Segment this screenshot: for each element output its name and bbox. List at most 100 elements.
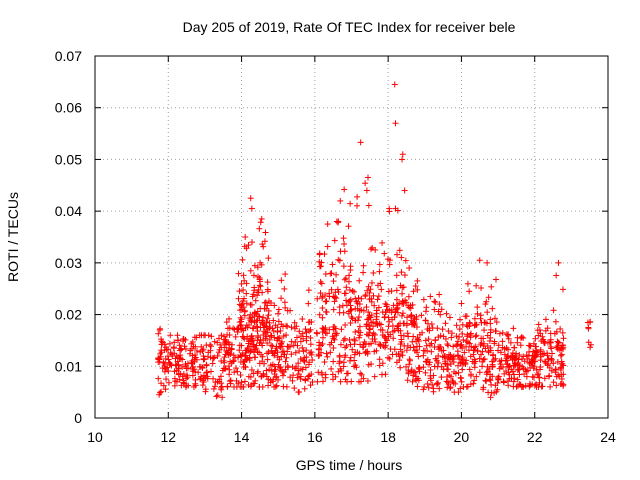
data-point [541,375,548,382]
data-point [553,328,560,335]
data-point [345,298,352,305]
data-point [436,291,443,298]
data-point [393,359,400,366]
data-point [418,312,425,319]
data-point [552,318,559,325]
data-point [264,356,271,363]
data-point [326,326,333,333]
data-point [504,361,511,368]
data-point [246,355,253,362]
data-point [200,355,207,362]
data-point [413,313,420,320]
data-point [235,354,242,361]
data-point [395,322,402,329]
data-point [182,345,189,352]
data-point [245,373,252,380]
data-point [553,344,560,351]
data-point [585,339,592,346]
data-point [307,341,314,348]
data-point [278,295,285,302]
data-point [247,267,254,274]
data-point [184,374,191,381]
data-point [346,272,353,279]
data-point [513,350,520,357]
data-point [541,350,548,357]
data-point [341,240,348,247]
data-point [485,389,492,396]
data-point [539,333,546,340]
data-point [510,383,517,390]
data-point [281,351,288,358]
data-point [323,309,330,316]
data-point [505,331,512,338]
data-point [242,364,249,371]
data-point [432,336,439,343]
data-point [406,361,413,368]
data-point [213,393,220,400]
data-point [303,347,310,354]
data-point [478,285,485,292]
data-point [240,286,247,293]
data-point [508,375,515,382]
data-point [226,315,233,322]
data-point [503,355,510,362]
data-point [267,332,274,339]
data-point [241,307,248,314]
data-point [386,257,393,264]
data-point [477,315,484,322]
data-point [408,367,415,374]
data-point [491,338,498,345]
data-point [382,309,389,316]
data-point [316,250,323,257]
data-point [586,319,593,326]
data-point [466,366,473,373]
data-point [235,380,242,387]
data-point [458,378,465,385]
data-point [274,337,281,344]
data-point [305,300,312,307]
data-point [520,353,527,360]
data-point [416,343,423,350]
data-point [555,339,562,346]
data-point [176,342,183,349]
data-point [422,337,429,344]
data-point [306,372,313,379]
data-point [251,284,258,291]
data-point [404,377,411,384]
data-point [226,341,233,348]
data-point [191,358,198,365]
data-point [423,304,430,311]
data-point [261,328,268,335]
data-point [457,375,464,382]
data-point [399,312,406,319]
data-point [307,326,314,333]
data-point [454,338,461,345]
data-point [260,314,267,321]
data-point [371,348,378,355]
data-point [492,328,499,335]
data-point [532,335,539,342]
data-point [489,358,496,365]
data-point [175,354,182,361]
data-point [442,320,449,327]
data-point [482,301,489,308]
data-point [245,242,252,249]
data-point [340,235,347,242]
data-point [558,351,565,358]
data-point [460,336,467,343]
data-point [420,364,427,371]
data-point [402,257,409,264]
data-point [459,366,466,373]
data-point [179,338,186,345]
data-point [227,358,234,365]
data-point [401,272,408,279]
x-tick-label: 22 [527,429,543,445]
data-point [159,365,166,372]
data-point [457,316,464,323]
data-point [282,358,289,365]
data-point [476,257,483,264]
data-point [358,306,365,313]
data-point [450,359,457,366]
data-point [559,286,566,293]
data-point [326,341,333,348]
